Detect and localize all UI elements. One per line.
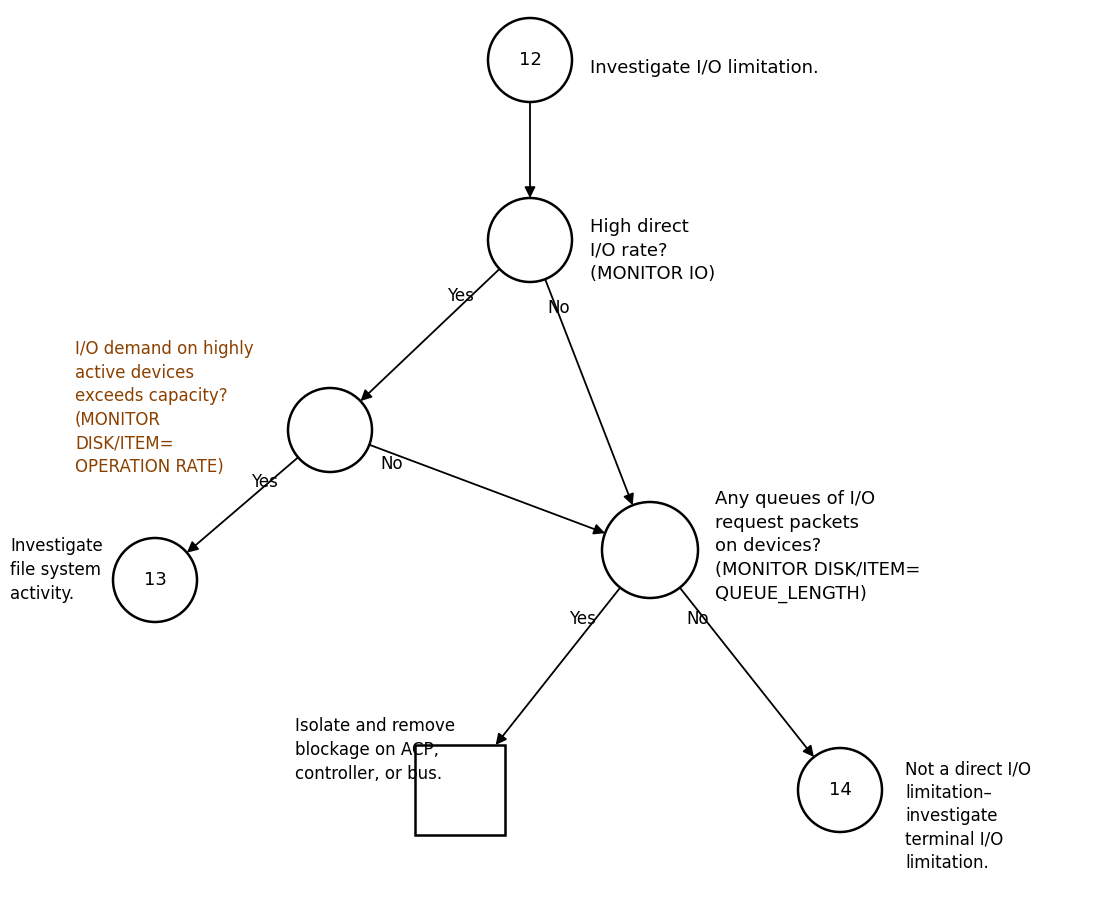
Text: Not a direct I/O
limitation–
investigate
terminal I/O
limitation.: Not a direct I/O limitation– investigate… [905, 760, 1030, 872]
Text: Any queues of I/O
request packets
on devices?
(MONITOR DISK/ITEM=
QUEUE_LENGTH): Any queues of I/O request packets on dev… [715, 490, 920, 603]
Text: No: No [381, 455, 403, 472]
Text: I/O demand on highly
active devices
exceeds capacity?
(MONITOR
DISK/ITEM=
OPERAT: I/O demand on highly active devices exce… [75, 340, 254, 476]
Text: Investigate
file system
activity.: Investigate file system activity. [10, 538, 102, 603]
Ellipse shape [602, 502, 698, 598]
Ellipse shape [488, 198, 571, 282]
Text: Yes: Yes [568, 609, 596, 628]
Ellipse shape [488, 18, 571, 102]
Bar [416, 745, 505, 835]
Text: Isolate and remove
blockage on ACP,
controller, or bus.: Isolate and remove blockage on ACP, cont… [295, 717, 456, 783]
Text: No: No [548, 299, 570, 317]
Text: 13: 13 [144, 571, 166, 589]
Ellipse shape [798, 748, 882, 832]
Text: Yes: Yes [448, 288, 475, 305]
Ellipse shape [289, 388, 372, 472]
Text: 12: 12 [518, 51, 541, 69]
Text: No: No [686, 609, 710, 628]
Text: Yes: Yes [251, 473, 277, 491]
Text: High direct
I/O rate?
(MONITOR IO): High direct I/O rate? (MONITOR IO) [590, 218, 715, 283]
Ellipse shape [113, 538, 197, 622]
Text: 14: 14 [829, 781, 851, 799]
Text: Investigate I/O limitation.: Investigate I/O limitation. [590, 59, 819, 77]
